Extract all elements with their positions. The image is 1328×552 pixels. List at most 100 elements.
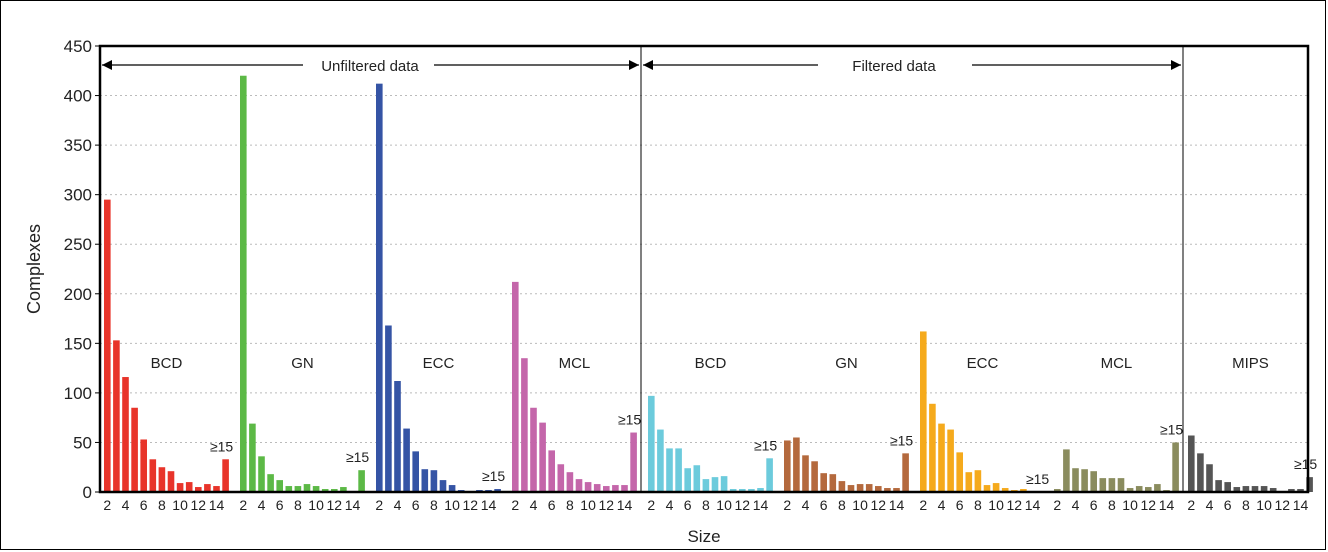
- bar: [1206, 464, 1213, 492]
- x-tick-label: 10: [444, 497, 460, 513]
- x-tick-label: 4: [394, 497, 402, 513]
- x-tick-label: 10: [1122, 497, 1138, 513]
- arrow-head: [643, 60, 653, 70]
- bar: [566, 472, 574, 492]
- bar: [630, 432, 637, 492]
- x-tick-label: 2: [103, 497, 111, 513]
- x-tick-label: 2: [239, 497, 247, 513]
- bar: [1054, 489, 1061, 492]
- x-tick-label: 14: [1025, 497, 1041, 513]
- x-axis-title: Size: [687, 527, 720, 546]
- bar: [340, 487, 347, 492]
- bar: [104, 199, 111, 492]
- bar: [213, 486, 220, 492]
- x-tick-label: 10: [308, 497, 324, 513]
- bar: [829, 474, 837, 492]
- x-tick-label: 12: [735, 497, 751, 513]
- y-tick-label: 250: [64, 235, 92, 254]
- bar: [1154, 484, 1161, 492]
- x-tick-label: 14: [889, 497, 905, 513]
- bar: [403, 428, 410, 492]
- bar: [902, 453, 909, 492]
- group-label: ECC: [423, 355, 455, 372]
- x-tick-label: 14: [753, 497, 769, 513]
- group-label: BCD: [151, 355, 183, 372]
- x-tick-label: 8: [430, 497, 438, 513]
- bar: [675, 448, 682, 492]
- bar: [185, 482, 193, 492]
- bar: [811, 461, 818, 492]
- bar: [584, 482, 592, 492]
- arrow-head: [1171, 60, 1181, 70]
- x-tick-label: 12: [327, 497, 343, 513]
- y-tick-label: 0: [83, 483, 92, 502]
- bar: [1197, 453, 1204, 492]
- x-tick-label: 14: [1159, 497, 1175, 513]
- x-tick-label: 2: [647, 497, 655, 513]
- x-tick-label: 4: [666, 497, 674, 513]
- x-tick-label: 14: [481, 497, 497, 513]
- x-tick-label: 12: [1007, 497, 1023, 513]
- x-tick-label: 2: [375, 497, 383, 513]
- bar: [131, 407, 138, 492]
- bar: [530, 407, 537, 492]
- x-tick-label: 8: [158, 497, 166, 513]
- x-tick-label: 8: [1108, 497, 1116, 513]
- bar: [1001, 488, 1009, 492]
- bar: [385, 325, 392, 492]
- bar: [1306, 477, 1313, 492]
- group-label: MCL: [559, 355, 591, 372]
- x-tick-label: 2: [1187, 497, 1195, 513]
- bar: [1063, 449, 1070, 492]
- x-tick-label: 2: [511, 497, 519, 513]
- bar: [1135, 486, 1143, 492]
- x-tick-label: 6: [1090, 497, 1098, 513]
- x-tick-label: 10: [852, 497, 868, 513]
- bar: [593, 484, 601, 492]
- x-tick-label: 14: [617, 497, 633, 513]
- bar: [312, 486, 320, 492]
- overflow-label: ≥15: [210, 438, 233, 454]
- y-axis-title: Complexes: [24, 224, 44, 314]
- y-tick-label: 200: [64, 285, 92, 304]
- x-tick-label: 4: [802, 497, 810, 513]
- bar: [149, 459, 157, 492]
- bar: [657, 429, 664, 492]
- overflow-label: ≥15: [890, 432, 913, 448]
- x-tick-label: 14: [209, 497, 225, 513]
- bar: [1260, 486, 1268, 492]
- bar: [222, 459, 229, 492]
- bar: [1145, 487, 1152, 492]
- x-tick-label: 10: [580, 497, 596, 513]
- bar: [757, 488, 764, 492]
- x-tick-label: 4: [122, 497, 130, 513]
- bar: [983, 485, 991, 492]
- bar: [331, 489, 338, 492]
- bar: [575, 479, 583, 492]
- bar: [421, 469, 429, 492]
- bar: [838, 481, 846, 492]
- bar: [847, 485, 855, 492]
- x-tick-label: 8: [974, 497, 982, 513]
- bar: [1099, 478, 1107, 492]
- group-label: GN: [835, 355, 858, 372]
- bar: [693, 465, 701, 492]
- bar: [1269, 488, 1277, 492]
- y-tick-label: 350: [64, 136, 92, 155]
- y-tick-label: 150: [64, 334, 92, 353]
- bar: [258, 456, 265, 492]
- bar: [321, 489, 329, 492]
- bar: [122, 377, 129, 492]
- x-tick-label: 6: [1224, 497, 1232, 513]
- bar: [267, 474, 274, 492]
- bar: [1297, 489, 1304, 492]
- bar: [285, 486, 293, 492]
- bar: [1242, 486, 1250, 492]
- overflow-label: ≥15: [1160, 421, 1183, 437]
- x-tick-label: 10: [1256, 497, 1272, 513]
- arrow-head: [629, 60, 639, 70]
- bar: [612, 485, 619, 492]
- bar: [113, 340, 120, 492]
- bar: [938, 423, 945, 492]
